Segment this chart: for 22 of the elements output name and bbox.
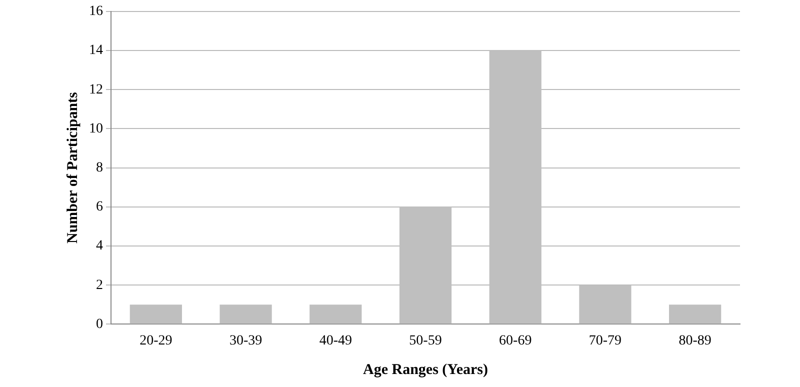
y-tick-label: 16: [89, 4, 103, 20]
x-tick-label: 50-59: [409, 333, 442, 348]
y-tick-label: 4: [96, 238, 103, 254]
x-tick-label: 70-79: [588, 333, 622, 348]
x-axis-title: Age Ranges (Years): [363, 362, 488, 378]
x-tick-label: 60-69: [499, 333, 532, 348]
y-tick-label: 0: [96, 316, 103, 332]
x-tick-label: 20-29: [140, 333, 172, 348]
x-tick-label: 80-89: [678, 333, 712, 348]
y-tick-label: 6: [96, 200, 103, 215]
y-tick-label: 2: [96, 278, 103, 293]
bar: [310, 304, 362, 324]
y-axis-title: Number of Participants: [64, 92, 81, 244]
y-tick-label: 12: [89, 82, 103, 98]
y-tick-label: 8: [96, 160, 103, 176]
x-tick-label: 40-49: [319, 333, 352, 348]
bar: [669, 304, 722, 324]
y-tick-label: 10: [89, 121, 103, 136]
bar: [130, 304, 182, 324]
bar: [220, 304, 272, 324]
y-tick-label: 14: [89, 43, 103, 58]
x-tick-label: 30-39: [229, 333, 262, 348]
